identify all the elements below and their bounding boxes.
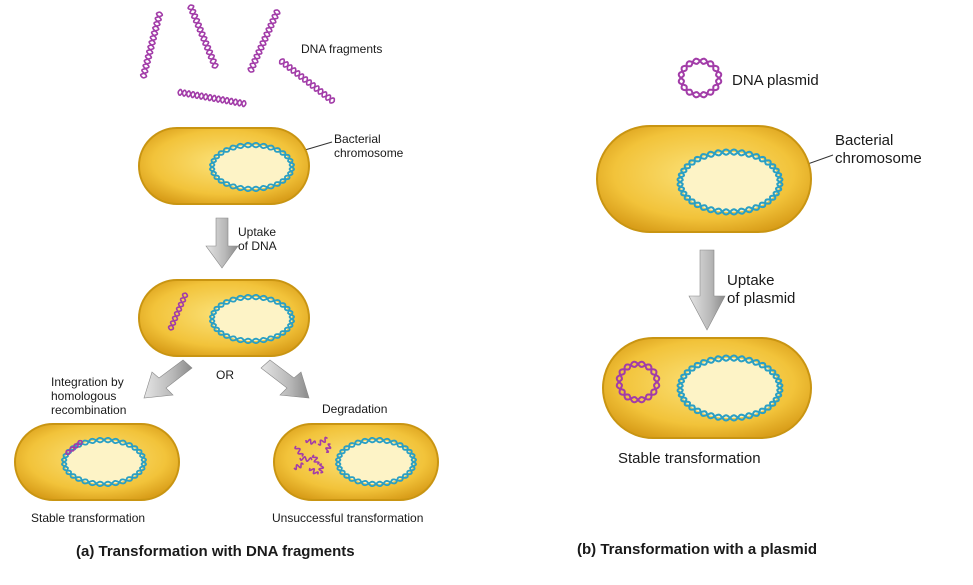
dna-plasmid-label: DNA plasmid bbox=[732, 72, 819, 89]
stable-transformation-label-a: Stable transformation bbox=[31, 511, 146, 525]
bacterial-chromosome-2 bbox=[209, 294, 295, 344]
degraded-dna-piece bbox=[299, 456, 313, 463]
integration-label-line1: Integration by bbox=[51, 375, 124, 389]
degraded-dna-piece bbox=[308, 467, 319, 475]
bacterial-chromosome-label-b-line1: Bacterial bbox=[835, 132, 894, 149]
dna-fragment-strand bbox=[167, 292, 189, 331]
dna-strand bbox=[209, 294, 295, 344]
dna-plasmid-free bbox=[677, 57, 723, 99]
caption-a: (a) Transformation with DNA fragments bbox=[76, 543, 355, 560]
dna-strand bbox=[676, 354, 784, 422]
bacterial-chromosome-label-b: Bacterial chromosome bbox=[835, 132, 922, 168]
degradation-arrow bbox=[260, 359, 310, 399]
uptake-of-dna-label: Uptake of DNA bbox=[238, 225, 277, 253]
bacterial-chromosome-5 bbox=[676, 148, 784, 216]
uptake-label-a-line1: Uptake bbox=[238, 225, 277, 239]
caption-b: (b) Transformation with a plasmid bbox=[577, 541, 818, 558]
integration-arrow bbox=[143, 359, 193, 399]
bacterial-chromosome-label-a-line1: Bacterial bbox=[334, 132, 381, 146]
bacterial-cell-2 bbox=[138, 279, 310, 357]
dna-fragments-group bbox=[139, 4, 336, 108]
dna-strand bbox=[209, 142, 295, 192]
bacterial-chromosome-label-b-line2: chromosome bbox=[835, 150, 922, 167]
dna-strand bbox=[335, 437, 417, 487]
degraded-dna-piece bbox=[311, 454, 320, 465]
degraded-dna-piece bbox=[293, 462, 304, 471]
bacterial-chromosome-label-a-line2: chromosome bbox=[334, 146, 404, 160]
integration-label-line3: recombination bbox=[51, 403, 127, 417]
degradation-label: Degradation bbox=[322, 402, 388, 416]
uptake-arrow-b bbox=[688, 249, 726, 331]
bacterial-chromosome-4 bbox=[335, 437, 417, 487]
bacterial-chromosome-6 bbox=[676, 354, 784, 422]
uptake-label-a-line2: of DNA bbox=[238, 239, 277, 253]
degraded-dna-piece bbox=[294, 445, 304, 457]
uptake-label-b-line1: Uptake bbox=[727, 272, 775, 289]
dna-fragment-in-cell bbox=[167, 292, 189, 331]
dna-strand bbox=[676, 148, 784, 216]
dna-fragment-strand bbox=[189, 4, 217, 69]
bacterial-chromosome-1 bbox=[209, 142, 295, 192]
dna-plasmid-in-cell bbox=[615, 360, 661, 404]
degraded-dna-piece bbox=[318, 463, 325, 474]
dna-strand bbox=[677, 57, 723, 99]
bacterial-cell-3 bbox=[14, 423, 180, 501]
dna-fragment-strand bbox=[177, 88, 247, 108]
integration-label-line2: homologous bbox=[51, 389, 117, 403]
degraded-dna-piece bbox=[305, 438, 317, 445]
uptake-of-plasmid-label: Uptake of plasmid bbox=[727, 272, 795, 308]
dna-fragments-label: DNA fragments bbox=[301, 42, 383, 56]
dna-fragment-strand bbox=[279, 58, 335, 104]
or-label: OR bbox=[216, 368, 234, 382]
dna-fragment-strand bbox=[139, 11, 164, 79]
bacterial-cell-1 bbox=[138, 127, 310, 205]
integration-label: Integration by homologous recombination bbox=[51, 375, 126, 417]
stable-transformation-label-b: Stable transformation bbox=[618, 450, 761, 467]
degraded-dna-pieces bbox=[293, 436, 332, 475]
dna-strand bbox=[61, 437, 147, 487]
bacterial-chromosome-3 bbox=[61, 437, 147, 487]
dna-strand bbox=[615, 360, 661, 404]
dna-strand bbox=[677, 57, 723, 99]
degraded-dna-piece bbox=[317, 436, 328, 447]
dna-fragment-strand bbox=[247, 9, 281, 73]
uptake-arrow-a bbox=[205, 217, 239, 269]
uptake-label-b-line2: of plasmid bbox=[727, 290, 796, 307]
dna-fragment-strand bbox=[65, 441, 83, 454]
bacterial-chromosome-label-a: Bacterial chromosome bbox=[334, 132, 403, 160]
degraded-dna-piece bbox=[324, 443, 332, 453]
unsuccessful-transformation-label: Unsuccessful transformation bbox=[272, 511, 424, 525]
